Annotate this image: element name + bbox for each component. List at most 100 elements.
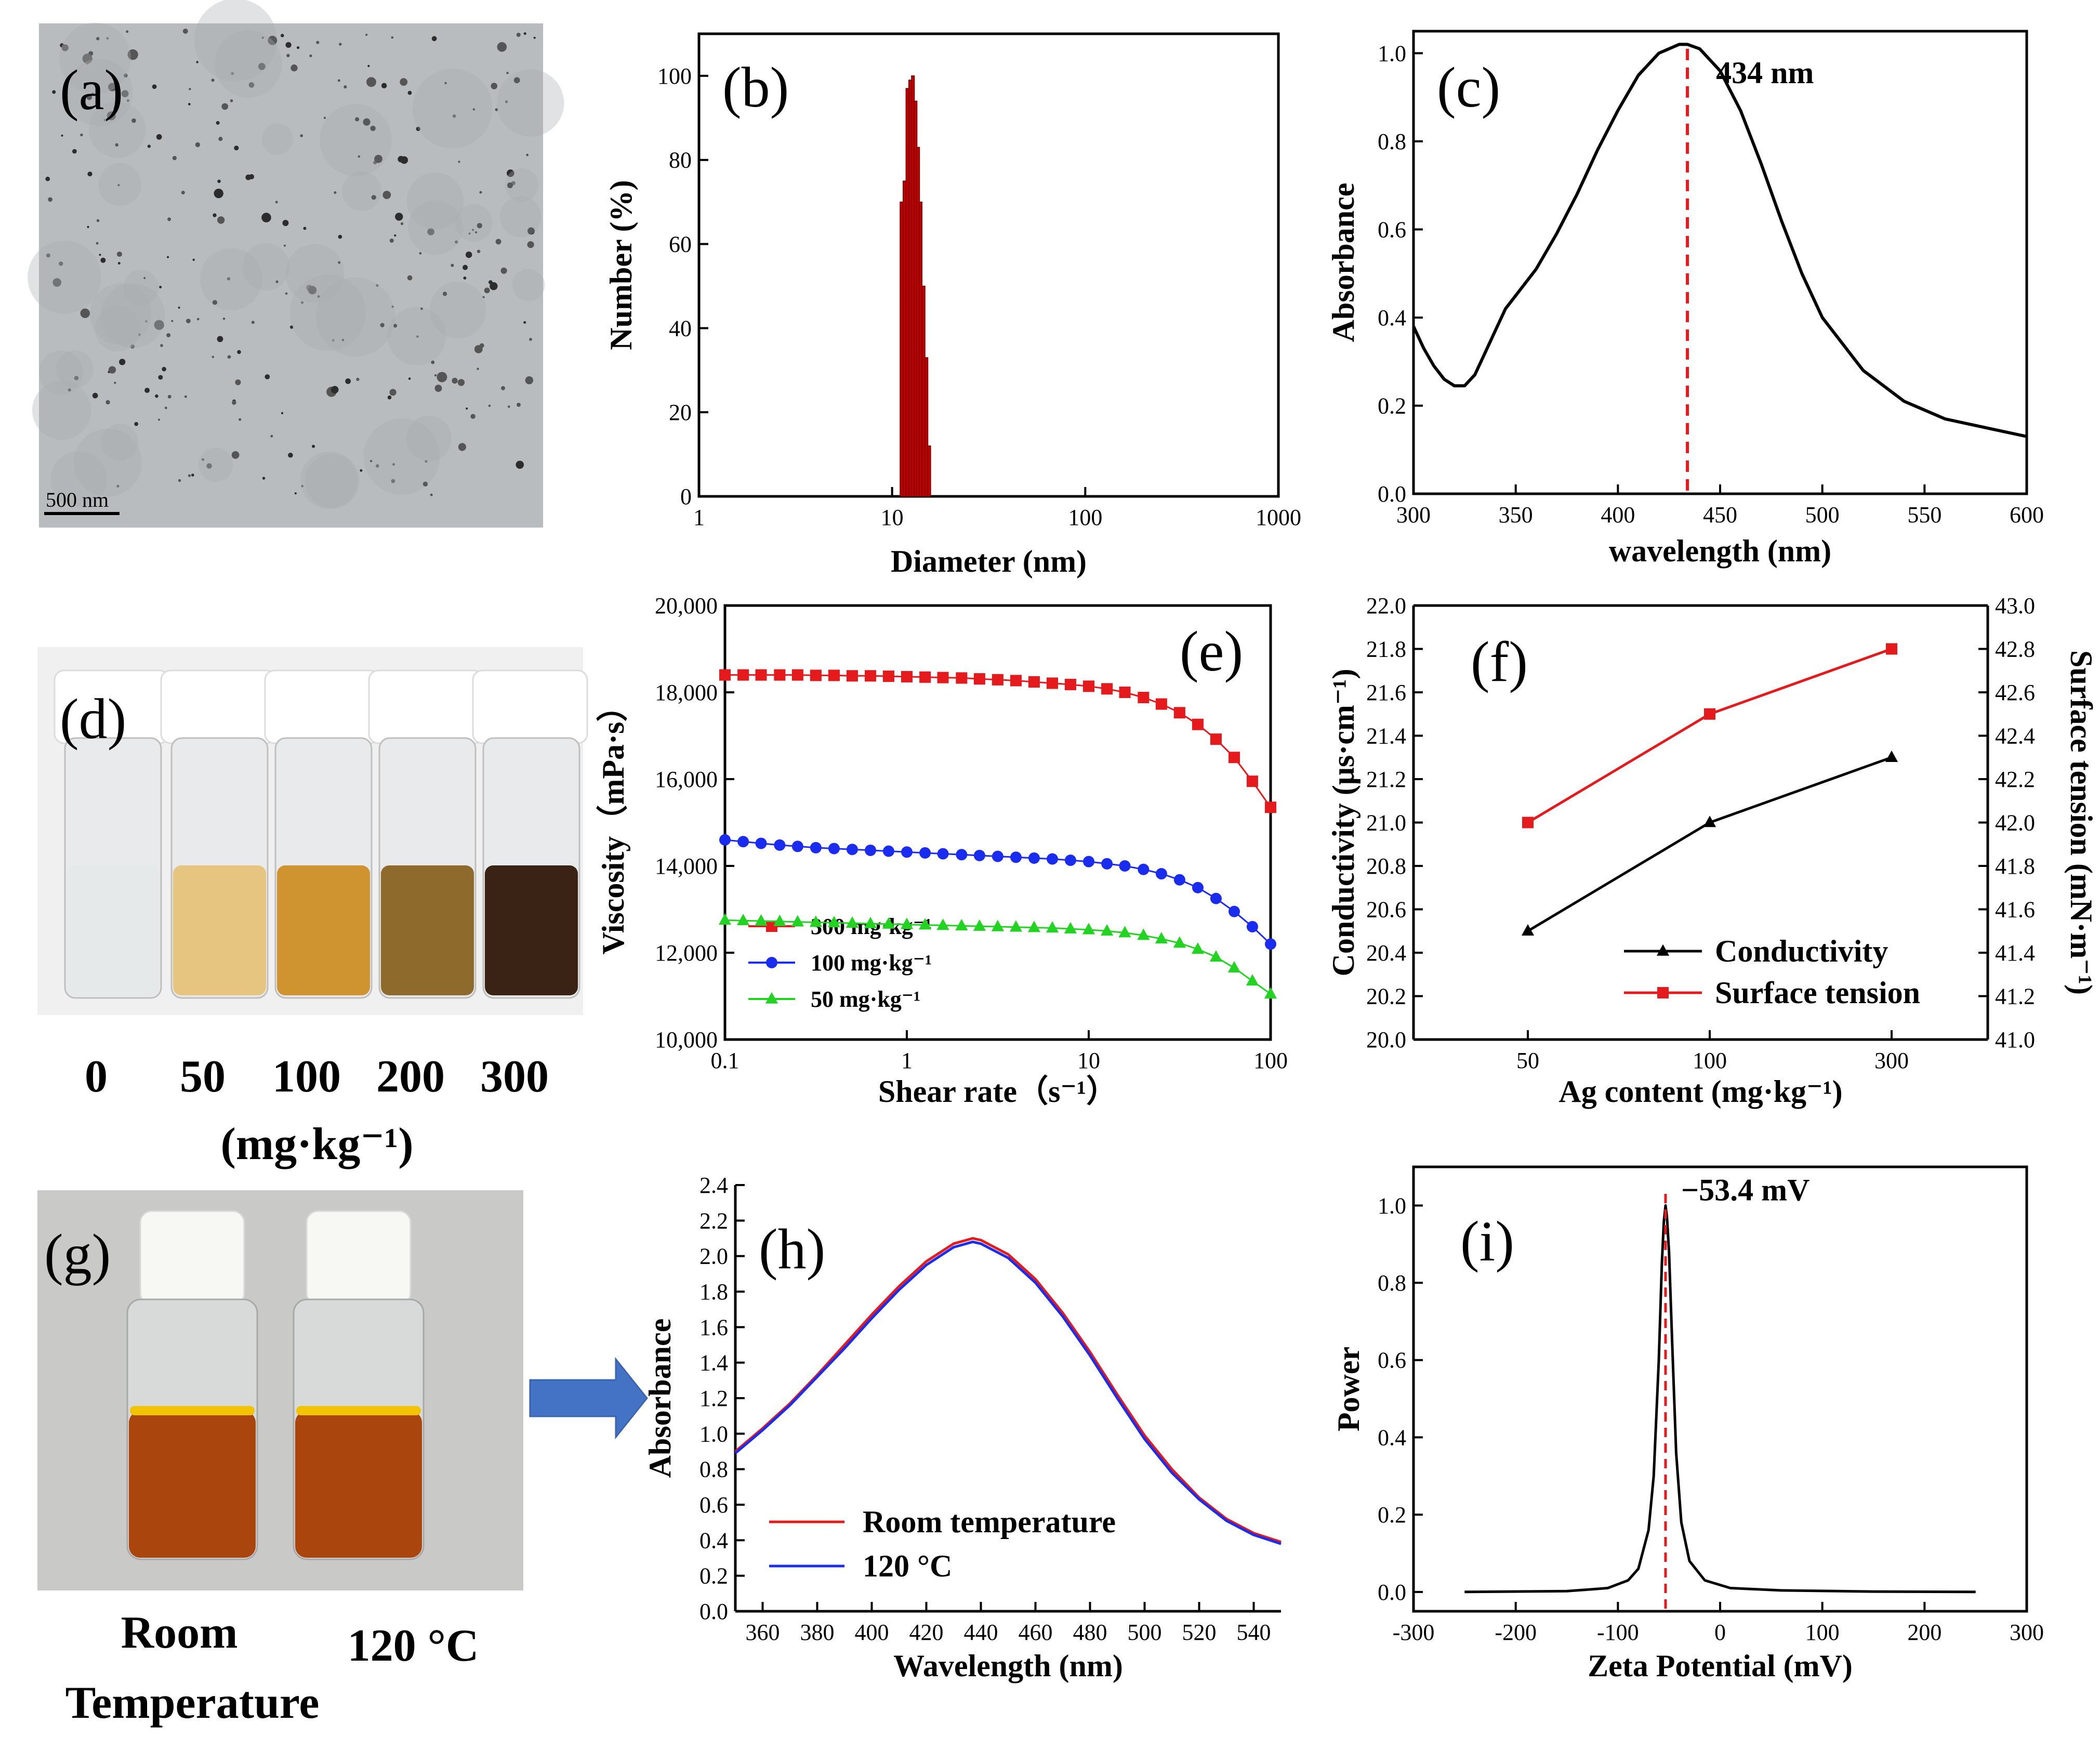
tem-particle	[344, 85, 347, 89]
tem-particle	[80, 133, 83, 137]
data-point-circle	[737, 836, 749, 848]
b-y-tick-label: 0	[680, 484, 692, 509]
tem-particle	[395, 213, 403, 221]
data-point-circle	[1246, 920, 1258, 932]
tem-particle	[369, 459, 373, 463]
tem-particle	[488, 280, 493, 284]
vial-cap	[139, 1210, 245, 1306]
vial-meniscus	[130, 1406, 255, 1415]
vial-cap	[472, 669, 588, 744]
tem-shade	[32, 380, 91, 440]
data-point-triangle	[955, 919, 968, 931]
f-y-tick-label: 21.2	[1366, 767, 1406, 792]
tem-particle	[147, 144, 151, 148]
h-x-tick-label: 420	[909, 1620, 944, 1645]
tem-particle	[145, 320, 148, 323]
data-point-circle	[828, 843, 840, 854]
data-point-circle	[901, 846, 913, 858]
tem-shade	[305, 453, 360, 508]
tem-particle	[513, 77, 520, 84]
tem-particle	[167, 256, 169, 258]
tem-shade	[315, 277, 395, 357]
tem-particle	[303, 227, 307, 230]
series-line-square	[725, 674, 1272, 808]
tem-particle	[283, 244, 286, 247]
f-x-tick-label: 50	[1516, 1048, 1539, 1073]
tem-shade	[512, 269, 545, 301]
data-point-square	[1101, 683, 1113, 695]
tem-particle	[184, 395, 187, 398]
tem-particle	[117, 183, 120, 187]
tem-shade	[320, 104, 392, 176]
f-y-tick-label: 20.8	[1366, 853, 1406, 879]
e-plot-frame	[723, 604, 1272, 1041]
tem-particle	[374, 154, 382, 163]
tem-particle	[91, 93, 94, 95]
data-point-square	[1173, 707, 1185, 719]
h-y-axis-label: Absorbance	[643, 1319, 677, 1478]
peak-annotation: 434 nm	[1716, 56, 1814, 90]
e-y-tick-label: 12,000	[655, 940, 718, 966]
data-point-triangle	[1082, 923, 1095, 935]
tem-particle	[526, 153, 529, 156]
tem-image	[39, 23, 543, 528]
vial-label-0: 0	[85, 1051, 108, 1102]
f-y-tick-label: 22.0	[1366, 593, 1406, 619]
f2-y-tick-label: 42.0	[1995, 810, 2035, 836]
tem-shade	[214, 30, 282, 98]
tem-particle	[103, 119, 106, 122]
panel-i-label: (i)	[1460, 1209, 1514, 1273]
data-point-triangle	[1227, 961, 1241, 973]
data-point-triangle	[791, 915, 804, 927]
tem-particle	[48, 197, 52, 202]
tem-shade	[28, 240, 101, 314]
f2-y-tick-label: 42.8	[1995, 637, 2035, 662]
tem-particle	[235, 379, 241, 386]
data-point-circle	[1064, 854, 1076, 866]
tem-particle	[99, 254, 101, 256]
tem-particle	[156, 134, 162, 140]
tem-shade	[408, 200, 463, 255]
h-x-tick-label: 520	[1182, 1620, 1217, 1645]
data-point-circle	[791, 840, 803, 852]
tem-particle	[138, 333, 141, 336]
b-y-axis-label: Number (%)	[604, 180, 638, 350]
h-y-tick-label: 1.6	[699, 1314, 728, 1340]
vial-label-300: 300	[480, 1051, 549, 1102]
data-point-circle	[1155, 868, 1167, 880]
vial-label-200: 200	[376, 1051, 445, 1102]
tem-particle	[155, 394, 159, 398]
tem-shade	[73, 428, 142, 497]
tem-particle	[249, 174, 255, 179]
data-point-circle	[937, 848, 949, 860]
tem-particle	[195, 142, 201, 148]
e-y-tick-label: 20,000	[655, 593, 718, 619]
tem-shade	[198, 447, 233, 482]
legend-entry: 120 °C	[863, 1549, 952, 1583]
tem-particle	[366, 77, 376, 87]
e-x-tick-label: 10	[1077, 1048, 1100, 1073]
vial-cap	[368, 669, 484, 744]
tem-particle	[416, 335, 419, 338]
b-y-tick-label: 20	[669, 400, 692, 425]
data-point-square	[1886, 643, 1897, 655]
tem-particle	[507, 405, 510, 408]
data-point-triangle	[936, 918, 949, 930]
i-x-tick-label: 200	[1907, 1620, 1941, 1645]
tem-particle	[108, 366, 116, 374]
tem-particle	[523, 321, 526, 324]
histogram-bar	[900, 201, 904, 497]
f2-y-tick-label: 41.4	[1995, 940, 2035, 966]
tem-particle	[376, 284, 379, 287]
tem-particle	[167, 394, 171, 399]
tem-particle	[290, 325, 294, 329]
tem-particle	[452, 114, 456, 118]
tem-particle	[281, 412, 284, 414]
histogram-bar	[924, 357, 929, 497]
tem-particle	[157, 418, 161, 421]
tem-particle	[420, 307, 423, 310]
data-point-square	[1522, 817, 1534, 829]
tem-particle	[525, 376, 534, 385]
data-point-triangle	[1264, 987, 1277, 999]
i-y-tick-label: 1.0	[1378, 1193, 1406, 1218]
